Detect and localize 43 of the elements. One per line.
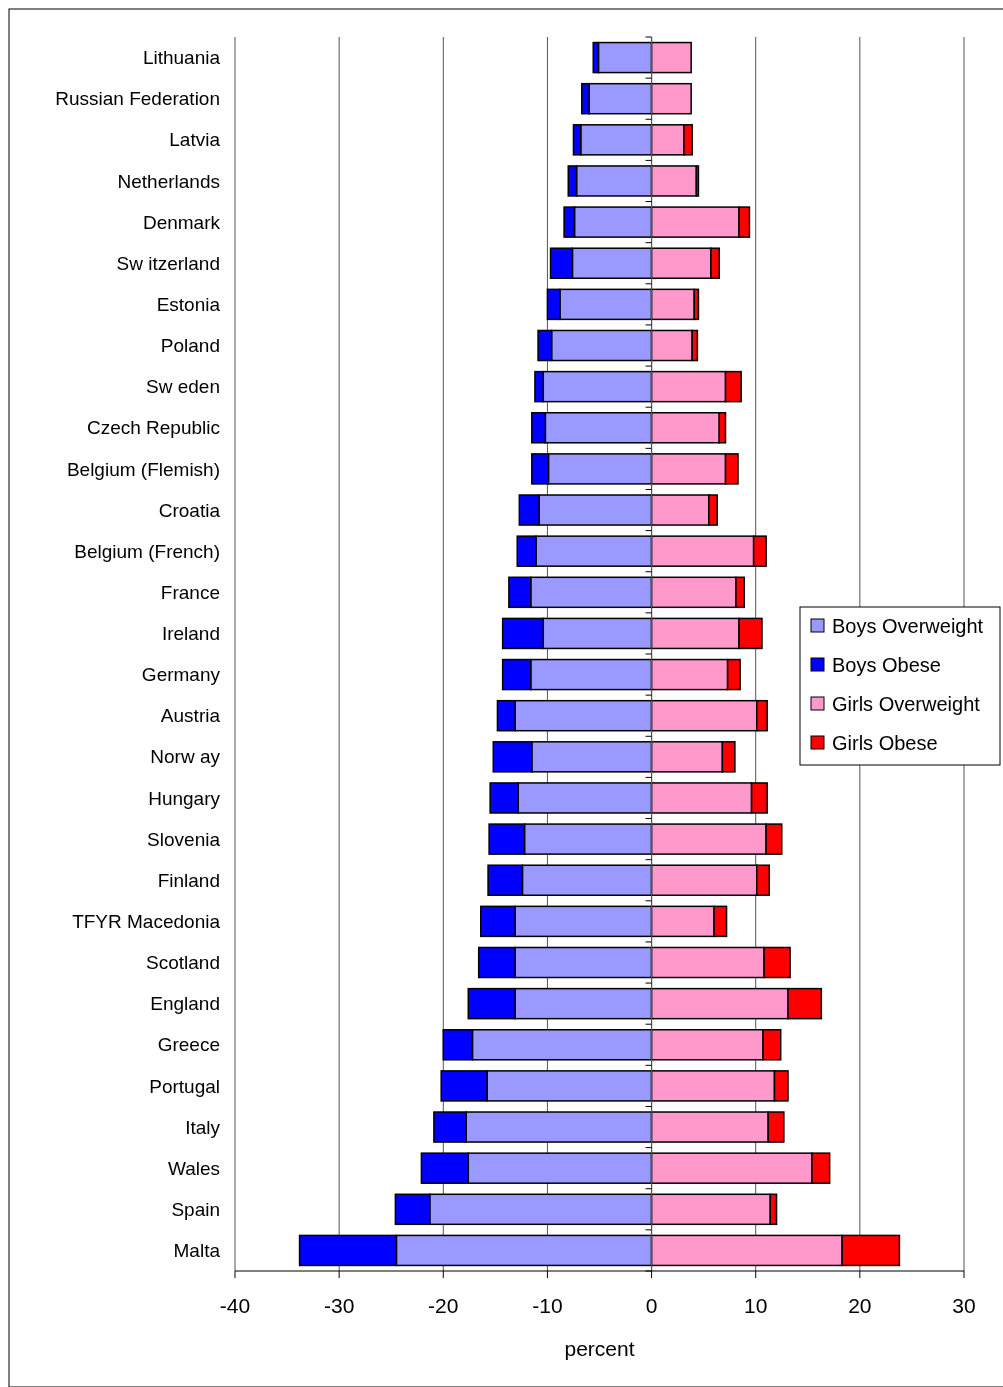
y-tick-label: Latvia — [169, 129, 221, 151]
x-tick-label: -40 — [219, 1294, 251, 1317]
y-tick-label: Italy — [185, 1116, 221, 1138]
x-tick-label: 20 — [848, 1294, 872, 1317]
x-tick-label: 30 — [952, 1294, 976, 1317]
y-tick-label: Germany — [141, 664, 221, 686]
x-tick-label: -30 — [323, 1294, 355, 1317]
y-tick-label: Ireland — [161, 623, 220, 645]
y-tick-label: Spain — [171, 1198, 220, 1220]
legend-label: Girls Obese — [832, 732, 938, 754]
y-tick-label: Denmark — [142, 211, 221, 233]
y-tick-label: Belgium (French) — [74, 540, 220, 562]
y-tick-label: Norw ay — [150, 746, 221, 768]
y-tick-label: Greece — [157, 1034, 220, 1056]
y-tick-label: Slovenia — [147, 828, 221, 850]
y-tick-label: Sw itzerland — [116, 252, 220, 274]
y-tick-label: Scotland — [146, 952, 220, 974]
x-tick-label: -20 — [428, 1294, 459, 1317]
y-tick-label: Croatia — [158, 499, 221, 521]
y-tick-label: Estonia — [156, 294, 221, 316]
y-tick-label: Malta — [173, 1240, 221, 1262]
y-tick-label: Wales — [167, 1157, 220, 1179]
y-tick-label: Czech Republic — [86, 417, 220, 439]
y-tick-label: France — [160, 581, 220, 603]
x-tick-label: 0 — [645, 1294, 658, 1317]
y-tick-label: TFYR Macedonia — [72, 911, 221, 933]
y-tick-label: Hungary — [148, 787, 221, 809]
y-tick-label: Lithuania — [142, 47, 221, 69]
y-tick-label: Finland — [157, 869, 220, 891]
x-tick-label: -10 — [532, 1294, 563, 1317]
y-tick-label: Netherlands — [117, 170, 220, 192]
y-tick-label: Russian Federation — [55, 88, 220, 110]
legend-label: Boys Overweight — [832, 615, 984, 637]
y-tick-label: Sw eden — [146, 376, 220, 398]
y-tick-label: Belgium (Flemish) — [66, 458, 220, 480]
y-tick-label: England — [150, 993, 220, 1015]
y-tick-label: Poland — [160, 335, 220, 357]
y-tick-label: Portugal — [149, 1075, 220, 1097]
x-tick-label: 10 — [744, 1294, 768, 1317]
legend-label: Boys Obese — [832, 654, 941, 676]
legend-label: Girls Overweight — [832, 693, 981, 715]
y-tick-label: Austria — [160, 705, 221, 727]
x-axis-title: percent — [564, 1337, 635, 1360]
